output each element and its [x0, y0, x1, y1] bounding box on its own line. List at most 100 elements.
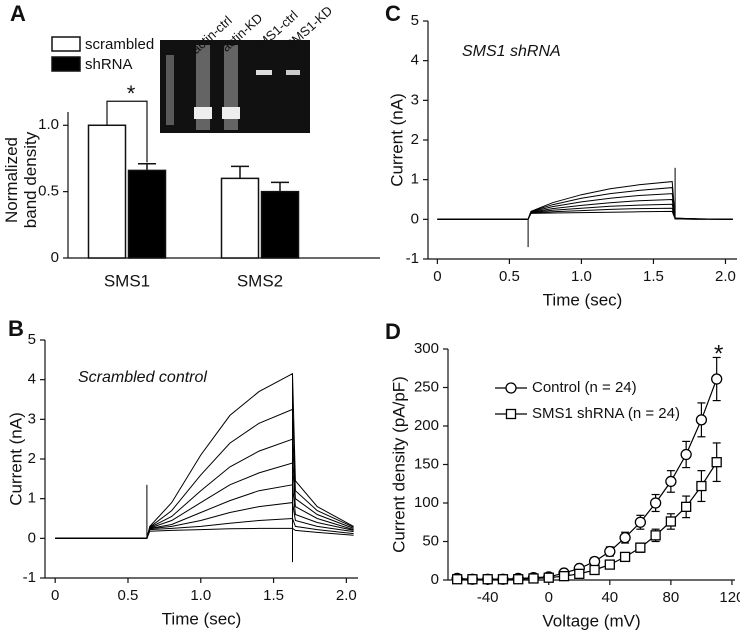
significance-star: *: [714, 340, 723, 367]
gel-image: [160, 40, 310, 133]
legend-marker: [505, 408, 517, 420]
data-point: [665, 475, 677, 488]
data-point: [711, 373, 723, 385]
y-tick-label: 0: [411, 210, 419, 227]
data-point: [695, 414, 708, 426]
y-tick-label: 0: [28, 529, 36, 546]
data-point: [696, 480, 707, 492]
y-tick-label: -1: [406, 250, 419, 267]
x-tick-label: SMS2: [237, 271, 283, 290]
data-point: [619, 532, 631, 544]
trace: [55, 527, 354, 539]
legend-swatch: [51, 36, 81, 52]
legend-swatch: [51, 56, 81, 72]
y-tick-label: 50: [422, 532, 439, 549]
y-tick-label: 200: [414, 417, 439, 434]
x-tick-label: -40: [477, 589, 499, 606]
y-axis-label: Normalizedband density: [2, 131, 40, 228]
data-point: [543, 572, 554, 583]
data-point: [513, 574, 524, 585]
data-point: [604, 559, 615, 570]
data-point: [634, 516, 647, 528]
x-tick-label: 1.5: [643, 268, 664, 285]
y-tick-label: 100: [414, 494, 439, 511]
x-tick-label: 2.0: [715, 268, 736, 285]
y-tick-label: 3: [411, 91, 419, 108]
x-tick-label: 120: [719, 589, 740, 606]
data-point: [711, 457, 722, 468]
data-point: [452, 574, 463, 585]
y-tick-label: 0: [51, 249, 59, 266]
y-tick-label: 5: [411, 12, 419, 29]
panel-letter: B: [8, 316, 24, 341]
x-tick-label: 0.5: [118, 587, 139, 604]
legend-label: SMS1 shRNA (n = 24): [532, 405, 680, 422]
y-tick-label: 150: [414, 455, 439, 472]
x-tick-label: 1.0: [571, 268, 592, 285]
data-point: [680, 448, 692, 461]
x-tick-label: 0: [545, 589, 553, 606]
y-tick-label: 5: [28, 331, 36, 348]
legend-label: Control (n = 24): [532, 379, 637, 396]
x-axis-label: Time (sec): [543, 290, 623, 309]
annotation: SMS1 shRNA: [462, 43, 561, 60]
data-point: [558, 571, 570, 582]
y-tick-label: 2: [28, 450, 36, 467]
data-point: [649, 497, 662, 509]
x-tick-label: 40: [601, 589, 618, 606]
legend-label: shRNA: [85, 56, 133, 73]
x-axis-label: Time (sec): [162, 609, 242, 628]
x-tick-label: 0: [51, 587, 59, 604]
y-tick-label: 3: [28, 410, 36, 427]
annotation: Scrambled control: [78, 369, 207, 386]
trace: [437, 210, 733, 220]
legend-marker: [505, 382, 517, 394]
data-point: [665, 516, 677, 527]
data-point: [619, 551, 631, 563]
y-tick-label: 0: [431, 571, 439, 588]
x-tick-label: SMS1: [104, 271, 150, 290]
x-axis-label: Voltage (mV): [542, 611, 640, 630]
data-point: [467, 574, 478, 585]
y-tick-label: 1: [28, 490, 36, 507]
significance-star: *: [127, 81, 136, 106]
y-tick-label: -1: [23, 569, 36, 586]
y-tick-label: 1: [411, 171, 419, 188]
significance-bracket: [106, 100, 148, 163]
panel-letter: C: [385, 1, 401, 26]
x-tick-label: 0: [433, 268, 441, 285]
data-point: [650, 530, 661, 541]
y-axis-label: Current (nA): [387, 93, 406, 187]
y-tick-label: 2: [411, 131, 419, 148]
y-axis-label: Current density (pA/pF): [389, 376, 408, 553]
data-point: [589, 564, 600, 576]
y-tick-label: 250: [414, 378, 439, 395]
bar: [220, 177, 260, 259]
x-tick-label: 80: [663, 589, 680, 606]
bar: [87, 124, 127, 259]
data-point: [574, 568, 585, 579]
x-tick-label: 1.0: [190, 587, 211, 604]
data-point: [482, 574, 493, 585]
x-tick-label: 2.0: [336, 587, 357, 604]
data-point: [528, 573, 539, 584]
panel-letter: A: [10, 1, 26, 26]
x-tick-label: 0.5: [499, 268, 520, 285]
data-point: [604, 545, 616, 558]
panel-letter: D: [385, 319, 401, 344]
y-tick-label: 1.0: [38, 116, 59, 133]
y-tick-label: 4: [28, 371, 36, 388]
x-tick-label: 1.5: [263, 587, 284, 604]
y-axis-label: Current (nA): [6, 412, 25, 506]
legend-label: scrambled: [85, 36, 154, 53]
y-tick-label: 300: [414, 340, 439, 357]
y-tick-label: 0.5: [38, 183, 59, 200]
data-point: [497, 574, 509, 585]
bar: [260, 190, 300, 259]
data-point: [635, 542, 646, 553]
data-point: [680, 501, 692, 513]
bar: [127, 169, 167, 259]
